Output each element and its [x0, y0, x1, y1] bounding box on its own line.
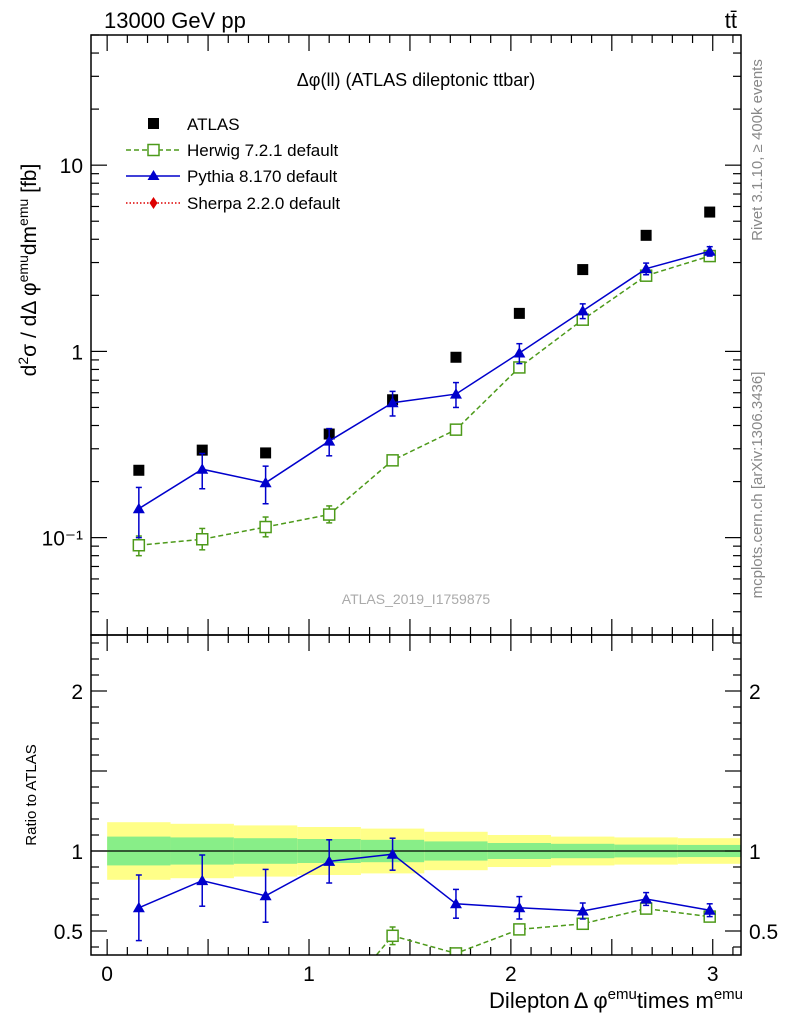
ratio-point-1 [196, 874, 209, 886]
ratio-line-1 [138, 853, 710, 912]
legend-entry-herwig: Herwig 7.2.1 default [126, 141, 338, 160]
ratio-point-0 [260, 1006, 271, 1017]
legend-marker-atlas [148, 118, 159, 129]
chart-title: Δφ(ll) (ATLAS dileptonic ttbar) [297, 70, 535, 90]
ratio-y-tick-label-left: 2 [71, 681, 83, 704]
data-point-2 [576, 304, 589, 316]
data-point-2 [259, 476, 272, 488]
data-point-0 [577, 264, 589, 276]
legend-marker-pythia [147, 170, 160, 180]
legend-marker-herwig [147, 143, 160, 157]
ratio-point-0 [197, 1006, 208, 1017]
ratio-frame [90, 634, 742, 956]
ratio-point-0 [576, 917, 589, 931]
main-ylabel: d2σ / dΔ φemudmemu [fb] [15, 164, 41, 377]
ratio-point-1 [132, 901, 145, 913]
x-axis-label: Dilepton Δ φemutimes memu [489, 986, 743, 1013]
ratio-y-tick-label-right: 1 [749, 841, 761, 864]
data-point-1 [132, 539, 146, 552]
ratio-ylabel: Ratio to ATLAS [23, 744, 40, 845]
ratio-y-tick-label-left: 0.5 [54, 921, 83, 944]
ratio-point-1 [449, 897, 462, 909]
legend-label-sherpa: Sherpa 2.2.0 default [187, 194, 340, 213]
data-point-0 [260, 447, 272, 459]
data-point-0 [133, 464, 145, 476]
legend-entry-pythia: Pythia 8.170 default [126, 167, 338, 186]
ratio-y-tick-label-right: 0.5 [749, 921, 778, 944]
x-tick-label: 0 [101, 963, 113, 986]
data-point-0 [640, 229, 652, 241]
data-point-0 [196, 444, 208, 456]
ratio-point-1 [513, 901, 526, 913]
legend-label-herwig: Herwig 7.2.1 default [187, 141, 338, 160]
legend-entry-sherpa: Sherpa 2.2.0 default [126, 194, 340, 213]
data-point-2 [196, 463, 209, 474]
data-point-2 [640, 262, 653, 274]
y-tick-label: 10 [60, 155, 83, 178]
ratio-point-0 [513, 923, 526, 936]
data-point-0 [704, 206, 716, 218]
legend-label-pythia: Pythia 8.170 default [187, 167, 338, 186]
y-tick-label: 10⁻¹ [42, 528, 83, 551]
x-tick-label: 1 [303, 963, 315, 986]
data-point-2 [449, 388, 462, 399]
ratio-panel: 0 1 2 3 0.5 0.5 1 1 2 2 [54, 634, 778, 1017]
side-label-top: Rivet 3.1.10, ≥ 400k events [749, 59, 766, 241]
data-point-1 [195, 533, 209, 546]
data-point-0 [450, 351, 462, 363]
series-line-2 [138, 250, 710, 510]
data-point-2 [132, 502, 145, 514]
data-point-2 [513, 347, 526, 358]
ratio-line-0 [375, 907, 710, 955]
x-tick-label: 2 [505, 963, 517, 986]
data-point-1 [259, 520, 272, 534]
ratio-point-0 [449, 947, 463, 955]
data-point-1 [322, 508, 336, 521]
data-point-2 [386, 396, 399, 408]
ratio-point-1 [703, 904, 716, 915]
ratio-point-1 [386, 848, 399, 859]
legend-label-atlas: ATLAS [187, 115, 240, 134]
data-point-2 [703, 245, 716, 256]
side-label-bottom: mcplots.cern.ch [arXiv:1306.3436] [749, 372, 766, 599]
legend-entry-atlas: ATLAS [148, 115, 240, 134]
data-point-1 [386, 454, 399, 467]
ratio-point-1 [323, 855, 336, 866]
ratio-point-1 [576, 905, 589, 916]
legend-marker-sherpa [149, 197, 158, 209]
ratio-y-tick-label-right: 2 [749, 681, 761, 704]
y-tick-label: 1 [71, 341, 83, 364]
data-point-2 [323, 435, 336, 446]
header-left: 13000 GeV pp [104, 8, 246, 33]
series-line-1 [138, 255, 710, 546]
ratio-point-0 [324, 1006, 335, 1017]
ratio-point-0 [133, 1006, 144, 1017]
ratio-point-1 [259, 889, 272, 901]
legend: ATLAS Herwig 7.2.1 default Pythia 8.170 … [126, 115, 340, 213]
x-tick-label: 3 [707, 963, 719, 986]
ratio-point-0 [386, 929, 399, 943]
ratio-y-tick-label-left: 1 [71, 841, 83, 864]
ratio-point-1 [640, 893, 653, 904]
main-panel: 10⁻¹ 1 10 [42, 34, 742, 636]
data-point-1 [449, 423, 463, 436]
header-right: tt̄ [725, 8, 737, 33]
data-point-0 [513, 307, 525, 319]
watermark: ATLAS_2019_I1759875 [342, 591, 491, 607]
